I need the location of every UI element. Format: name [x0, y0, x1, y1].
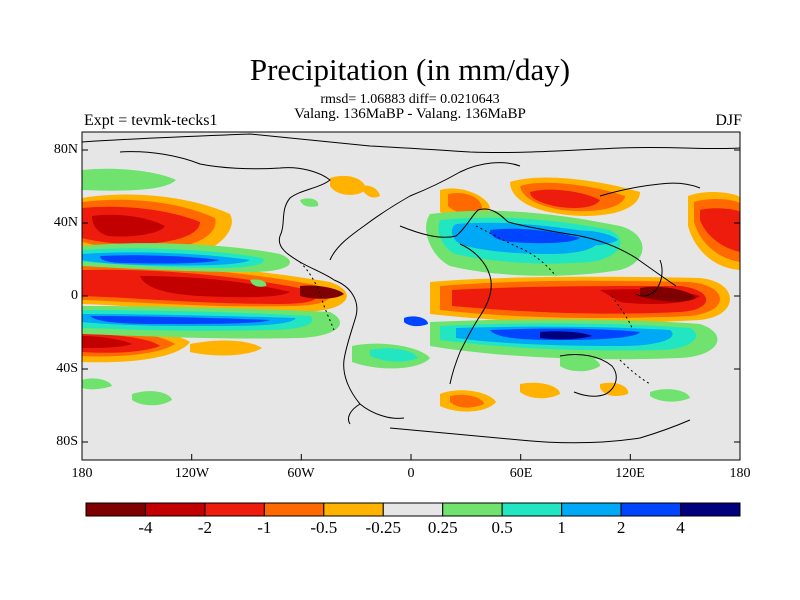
paleo-shorelines: [299, 225, 651, 385]
colorbar-swatch: [263, 502, 325, 517]
colorbar-label: 4: [676, 518, 685, 537]
x-tick-label: 180: [71, 466, 93, 481]
tick-marks: [81, 149, 741, 460]
coastlines: [82, 133, 740, 444]
colorbar-label: -0.25: [365, 518, 401, 537]
colorbar-swatch: [561, 502, 622, 517]
colorbar-label: -2: [197, 518, 212, 537]
y-tick-label: 40N: [53, 215, 78, 230]
colorbar-swatch: [144, 502, 206, 517]
colorbar-label: 1: [557, 518, 566, 537]
y-tick-label: 0: [71, 288, 78, 303]
colorbar-swatch: [382, 502, 444, 517]
colorbar: [85, 502, 741, 517]
colorbar-swatch: [442, 502, 503, 517]
x-tick-label: 60E: [509, 466, 533, 481]
plot-subtitle: Valang. 136MaBP - Valang. 136MaBP: [294, 106, 526, 122]
colorbar-label: -1: [257, 518, 272, 537]
y-tick-label: 80N: [53, 142, 78, 157]
contour-very-strong-positive: [90, 228, 640, 340]
colorbar-swatch: [620, 502, 682, 517]
x-tick-label: 120E: [615, 466, 645, 481]
colorbar-swatch: [85, 502, 146, 517]
contour-extreme-positive: [540, 331, 592, 340]
colorbar-label: 0.25: [427, 518, 458, 537]
x-tick-label: 120W: [174, 466, 210, 481]
colorbar-swatch: [323, 502, 384, 517]
experiment-label: Expt = tevmk-tecks1: [84, 112, 218, 129]
colorbar-label: 0.5: [491, 518, 513, 537]
y-tick-label: 80S: [56, 434, 78, 449]
colorbar-swatch: [204, 502, 265, 517]
x-tick-label: 0: [407, 466, 415, 481]
map-plot-area: [82, 132, 740, 460]
plot-title: Precipitation (in mm/day): [249, 52, 571, 87]
x-tick-label: 180: [729, 466, 751, 481]
season-label: DJF: [715, 112, 742, 129]
x-tick-label: 60W: [287, 466, 315, 481]
y-tick-label: 40S: [56, 361, 78, 376]
colorbar-label: -0.5: [310, 518, 338, 537]
colorbar-swatch: [680, 502, 741, 517]
contour-extreme-negative: [300, 285, 696, 302]
colorbar-label: -4: [138, 518, 153, 537]
colorbar-label: 2: [616, 518, 626, 537]
colorbar-swatch: [501, 502, 563, 517]
stats-line: rmsd= 1.06883 diff= 0.0210643: [320, 92, 500, 107]
